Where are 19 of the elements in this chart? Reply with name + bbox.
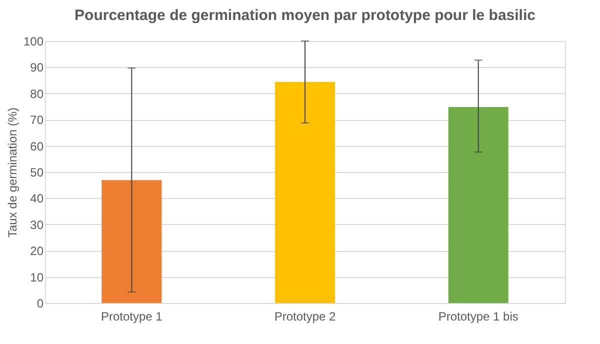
chart-title: Pourcentage de germination moyen par prototype pour le basilic (74, 7, 536, 24)
y-tick-label: 30 (30, 218, 44, 232)
y-tick-label: 10 (30, 270, 44, 284)
y-tick-label: 80 (30, 86, 44, 101)
x-tick-label: Prototype 1 (100, 310, 163, 324)
y-tick-label: 0 (36, 296, 44, 310)
x-tick-label: Prototype 2 (274, 310, 336, 324)
y-tick-label: 60 (30, 139, 44, 154)
y-tick-label: 100 (23, 34, 44, 48)
y-tick-label: 50 (30, 166, 44, 180)
bar (102, 180, 162, 303)
y-tick-label: 70 (30, 113, 44, 128)
bar (275, 82, 335, 303)
x-tick-label: Prototype 1 bis (438, 310, 518, 324)
y-tick-label: 90 (30, 60, 44, 75)
y-axis-title: Taux de germination (%) (5, 107, 20, 238)
y-tick-label: 20 (30, 244, 44, 258)
bar (448, 107, 508, 303)
y-tick-label: 40 (30, 192, 44, 206)
